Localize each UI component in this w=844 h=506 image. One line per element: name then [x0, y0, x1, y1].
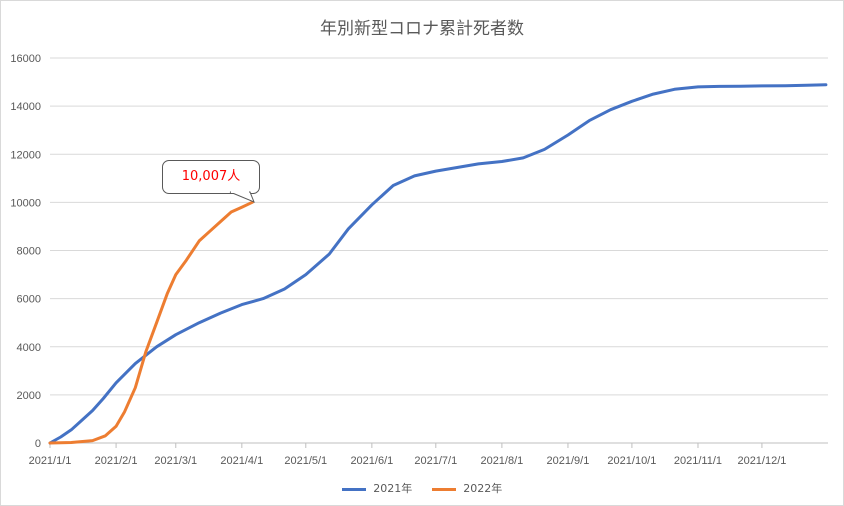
legend-item-2022: 2022年	[431, 480, 503, 496]
x-tick-label: 2021/5/1	[284, 455, 327, 467]
legend-swatch	[431, 487, 456, 491]
x-tick-label: 2021/9/1	[547, 455, 590, 467]
x-tick-label: 2021/10/1	[607, 455, 656, 467]
legend-swatch	[341, 487, 366, 491]
x-tick-label: 2021/11/1	[674, 455, 722, 467]
annotation-callout: 10,007人	[162, 160, 260, 194]
legend-label: 2021年	[373, 482, 413, 495]
series-lines	[48, 83, 828, 445]
x-tick-label: 2021/6/1	[350, 455, 393, 467]
x-tick-label: 2021/7/1	[414, 455, 457, 467]
y-tick-label: 16000	[10, 53, 41, 65]
series-line-2021	[48, 83, 828, 445]
x-tick-label: 2021/4/1	[220, 455, 263, 467]
x-tick-label: 2021/8/1	[480, 455, 523, 467]
x-tick-label: 2021/1/1	[29, 455, 72, 467]
y-axis-labels: 0 2000 4000 6000 8000 10000 12000 14000 16000	[10, 53, 41, 450]
x-axis-labels: 2021/1/1 2021/2/1 2021/3/1 2021/4/1 2021/5/1…	[29, 443, 786, 467]
legend: 2021年 2022年	[0, 480, 844, 496]
legend-label: 2022年	[463, 482, 503, 495]
y-tick-label: 4000	[17, 342, 41, 354]
y-tick-label: 0	[35, 438, 41, 450]
x-tick-label: 2021/12/1	[737, 455, 786, 467]
y-tick-label: 6000	[17, 294, 41, 306]
x-tick-label: 2021/2/1	[95, 455, 138, 467]
annotation-text: 10,007人	[181, 169, 241, 184]
y-tick-label: 2000	[17, 390, 41, 402]
y-tick-label: 8000	[17, 246, 41, 258]
y-tick-label: 12000	[10, 149, 41, 161]
y-tick-label: 14000	[10, 101, 41, 113]
y-tick-label: 10000	[10, 197, 41, 209]
legend-item-2021: 2021年	[341, 480, 413, 496]
x-tick-label: 2021/3/1	[154, 455, 197, 467]
gridlines	[50, 57, 828, 444]
chart-title: 年別新型コロナ累計死者数	[320, 19, 524, 39]
series-line-2022	[48, 200, 254, 445]
